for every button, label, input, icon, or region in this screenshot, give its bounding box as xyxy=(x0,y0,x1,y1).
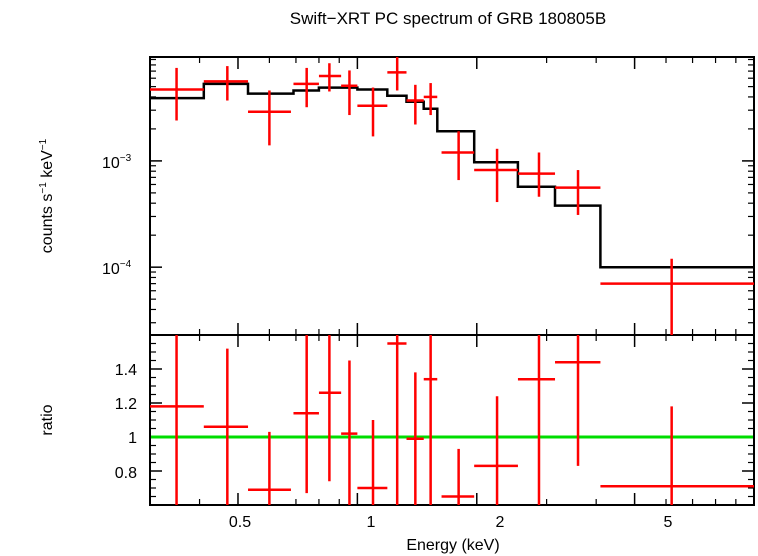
spectrum-data-point xyxy=(318,63,342,92)
ratio-data-point xyxy=(517,335,556,505)
spectrum-data-point xyxy=(406,84,424,125)
spectrum-data-point xyxy=(600,258,754,335)
chart-title: Swift−XRT PC spectrum of GRB 180805B xyxy=(290,9,606,28)
x-tick-label-1: 1 xyxy=(367,514,376,531)
ratio-data-point xyxy=(318,335,342,482)
ratio-data-layer xyxy=(150,335,754,505)
bottom-y-tick-label-1: 1 xyxy=(128,430,137,447)
model-step-line xyxy=(150,82,754,269)
ratio-data-point xyxy=(341,360,358,505)
ratio-data-point xyxy=(248,431,291,505)
x-tick-label-2: 2 xyxy=(496,514,505,531)
bottom-y-tick-label-1.2: 1.2 xyxy=(115,396,137,413)
top-panel-frame xyxy=(149,56,755,336)
spectrum-data-point xyxy=(555,170,601,215)
spectrum-data-point xyxy=(150,67,204,121)
ratio-data-point xyxy=(357,420,388,505)
ratio-data-point xyxy=(387,335,407,505)
spectrum-data-point xyxy=(341,70,358,116)
bottom-y-axis-label: ratio xyxy=(39,404,56,435)
ratio-data-point xyxy=(293,335,319,494)
spectrum-data-point xyxy=(423,83,438,116)
spectrum-data-point xyxy=(387,57,407,91)
axis-ticks xyxy=(149,57,754,506)
model-layer xyxy=(150,82,754,269)
ratio-data-point xyxy=(203,348,249,505)
ratio-data-point xyxy=(555,335,601,466)
bottom-panel-frame xyxy=(149,334,755,506)
ratio-data-point xyxy=(406,372,424,505)
spectrum-data-layer xyxy=(150,57,754,335)
x-tick-label-5: 5 xyxy=(664,514,673,531)
ratio-data-point xyxy=(150,335,204,505)
top-y-tick-label-1e-4: 10−4 xyxy=(102,259,132,278)
spectrum-data-point xyxy=(441,131,475,181)
spectrum-data-point xyxy=(293,67,319,108)
top-y-tick-label-1e-3: 10−3 xyxy=(102,153,132,172)
bottom-y-tick-label-0.8: 0.8 xyxy=(115,465,137,482)
spectrum-data-point xyxy=(203,66,249,101)
spectrum-data-point xyxy=(357,87,388,137)
bottom-y-tick-label-1.4: 1.4 xyxy=(115,362,137,379)
ratio-data-point xyxy=(441,448,475,505)
ratio-data-point xyxy=(474,396,518,505)
ratio-data-point xyxy=(423,335,438,505)
x-tick-label-0.5: 0.5 xyxy=(229,514,251,531)
spectrum-data-point xyxy=(248,90,291,146)
spectrum-data-point xyxy=(474,148,518,203)
spectrum-data-point xyxy=(517,152,556,197)
x-axis-label: Energy (keV) xyxy=(406,537,499,554)
ratio-data-point xyxy=(600,406,754,505)
top-y-axis-label: counts s−1 keV−1 xyxy=(38,138,56,253)
